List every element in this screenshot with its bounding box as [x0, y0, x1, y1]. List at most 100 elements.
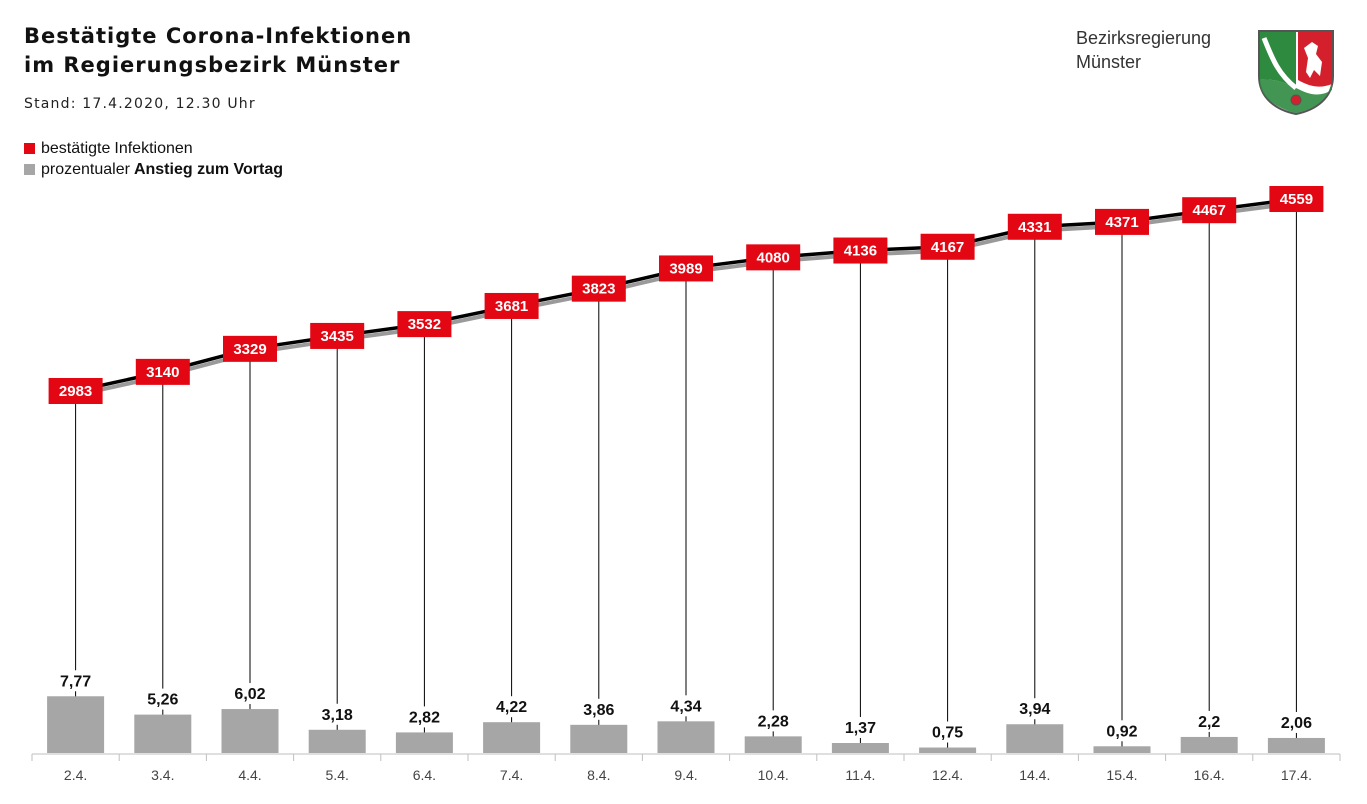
bar-label-bg	[402, 706, 447, 728]
x-tick-label: 3.4.	[151, 767, 174, 783]
x-tick-label: 9.4.	[674, 767, 697, 783]
data-label-anstieg: 0,92	[1106, 723, 1137, 740]
data-label-anstieg: 2,2	[1198, 714, 1220, 731]
bar-label-bg	[751, 710, 796, 732]
data-label-infektionen: 4331	[1018, 219, 1051, 236]
data-label-anstieg: 3,94	[1019, 701, 1050, 718]
data-label-infektionen: 3989	[669, 260, 702, 277]
data-label-infektionen: 4136	[844, 243, 877, 260]
data-label-box	[310, 322, 365, 349]
chart-legend: bestätigte ​Infektionen prozentualer Ans…	[24, 138, 283, 180]
legend-swatch-gray	[24, 164, 35, 175]
legend-label-bold: Infektionen	[114, 140, 193, 157]
x-tick-label: 6.4.	[413, 767, 436, 783]
x-tick-label: 2.4.	[64, 767, 87, 783]
bar-label-bg	[925, 721, 970, 743]
bar	[483, 722, 541, 753]
bar-label-bg	[1191, 710, 1227, 732]
data-label-box	[1007, 213, 1062, 240]
data-label-infektionen: 4467	[1193, 202, 1226, 219]
bar-label-bg	[664, 695, 708, 717]
data-label-infektionen: 3435	[321, 328, 354, 345]
bar-label-bg	[1012, 698, 1057, 720]
chart-title-line-1: Bestätigte Corona-Infektionen	[24, 24, 413, 48]
bar	[831, 742, 889, 753]
data-label-box	[484, 292, 539, 319]
bar	[1006, 724, 1064, 753]
data-label-box	[397, 311, 452, 338]
bar	[919, 747, 977, 753]
data-label-anstieg: 3,18	[322, 707, 353, 724]
x-tick-label: 14.4.	[1019, 767, 1050, 783]
nrw-coat-of-arms-icon	[1258, 30, 1334, 116]
bar-label-bg	[1274, 711, 1319, 733]
bar-label-bg	[576, 698, 621, 720]
bar	[1180, 736, 1238, 753]
data-label-box	[920, 233, 975, 260]
x-tick-label: 10.4.	[758, 767, 789, 783]
data-label-infektionen: 4167	[931, 239, 964, 256]
legend-label-plain: prozentualer	[41, 161, 130, 178]
data-label-infektionen: 2983	[59, 383, 92, 400]
data-label-infektionen: 3681	[495, 298, 528, 315]
data-label-anstieg: 4,34	[670, 698, 701, 715]
data-label-anstieg: 3,86	[583, 702, 614, 719]
x-tick-label: 17.4.	[1281, 767, 1312, 783]
brand-name-line-1: Bezirksregierung	[1076, 28, 1212, 48]
data-label-anstieg: 2,82	[409, 709, 440, 726]
x-tick-label: 12.4.	[932, 767, 963, 783]
bar	[1267, 737, 1325, 753]
x-tick-label: 15.4.	[1106, 767, 1137, 783]
bar-label-bg	[140, 688, 185, 710]
bar	[744, 736, 802, 753]
data-label-infektionen: 3329	[233, 341, 266, 358]
data-label-infektionen: 3140	[146, 364, 179, 381]
bar-label-bg	[489, 696, 534, 718]
brand-name: Bezirksregierung Münster	[1076, 26, 1211, 74]
data-label-infektionen: 4559	[1280, 191, 1313, 208]
bar	[221, 709, 279, 753]
bar	[1093, 746, 1151, 753]
chart-title: Bestätigte Corona-Infektionen im Regieru…	[24, 22, 412, 80]
data-label-box	[571, 275, 626, 302]
bar-label-bg	[315, 703, 360, 725]
bar	[308, 729, 366, 753]
branding: Bezirksregierung Münster	[1068, 22, 1340, 118]
data-label-anstieg: 4,22	[496, 699, 527, 716]
data-label-box	[1095, 208, 1149, 235]
data-label-box	[746, 244, 801, 271]
x-tick-label: 16.4.	[1194, 767, 1225, 783]
data-label-box	[1182, 197, 1237, 224]
data-label-anstieg: 7,77	[60, 673, 91, 690]
data-label-anstieg: 0,75	[932, 725, 963, 742]
legend-label-plain: bestätigte	[41, 140, 111, 157]
bar-label-bg	[53, 670, 98, 692]
data-label-anstieg: 5,26	[147, 692, 178, 709]
x-tick-label: 8.4.	[587, 767, 610, 783]
legend-label-bold: Anstieg zum Vortag	[133, 161, 283, 178]
data-label-box	[659, 255, 713, 282]
bar-label-bg	[228, 683, 272, 705]
bar	[47, 696, 105, 753]
x-tick-label: 4.4.	[238, 767, 261, 783]
legend-swatch-red	[24, 143, 35, 154]
data-label-box	[833, 237, 888, 264]
data-label-anstieg: 2,06	[1281, 715, 1312, 732]
bar-label-bg	[1100, 720, 1144, 742]
x-tick-label: 7.4.	[500, 767, 523, 783]
bar	[657, 721, 715, 753]
bar	[570, 724, 628, 753]
data-label-infektionen: 3532	[408, 316, 441, 333]
bar	[134, 714, 192, 753]
legend-item-infektionen: bestätigte ​Infektionen	[24, 138, 283, 159]
data-label-infektionen: 3823	[582, 281, 615, 298]
data-label-anstieg: 2,28	[758, 713, 789, 730]
data-label-box	[223, 335, 277, 362]
data-label-box	[135, 358, 190, 385]
data-label-box	[1269, 186, 1324, 212]
bar	[395, 732, 453, 753]
bar-label-bg	[838, 716, 883, 738]
data-label-infektionen: 4080	[757, 249, 790, 266]
x-tick-label: 5.4.	[326, 767, 349, 783]
